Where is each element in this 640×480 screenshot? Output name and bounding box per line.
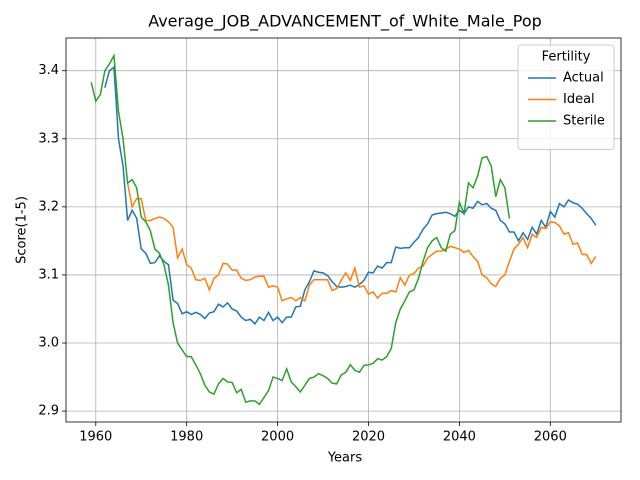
y-tick-label: 3.2: [38, 199, 59, 214]
x-tick-label: 2060: [534, 430, 567, 445]
chart-title: Average_JOB_ADVANCEMENT_of_White_Male_Po…: [148, 12, 542, 32]
data-line: [90, 53, 511, 406]
y-tick-label: 2.9: [38, 404, 59, 419]
x-tick-label: 1980: [170, 430, 203, 445]
legend-label: Sterile: [563, 114, 605, 129]
y-tick-label: 3.1: [38, 267, 59, 282]
y-tick-label: 3.4: [38, 63, 59, 78]
legend-box: [517, 44, 615, 150]
legend: Fertility Actual Ideal Sterile: [517, 44, 615, 150]
x-tick-label: 1960: [79, 430, 112, 445]
x-tick-label: 2000: [261, 430, 294, 445]
data-line: [104, 65, 597, 326]
legend-label: Actual: [563, 71, 604, 86]
y-tick-label: 3.0: [38, 336, 59, 351]
y-axis-label: Score(1-5): [15, 196, 30, 264]
x-axis-label: Years: [327, 451, 363, 466]
x-tick-label: 2020: [352, 430, 385, 445]
legend-label: Ideal: [563, 92, 595, 107]
plot-frame: [65, 37, 622, 423]
legend-title: Fertility: [542, 50, 591, 65]
data-line: [126, 182, 597, 303]
x-tick-label: 2040: [443, 430, 476, 445]
y-tick-label: 3.3: [38, 131, 59, 146]
